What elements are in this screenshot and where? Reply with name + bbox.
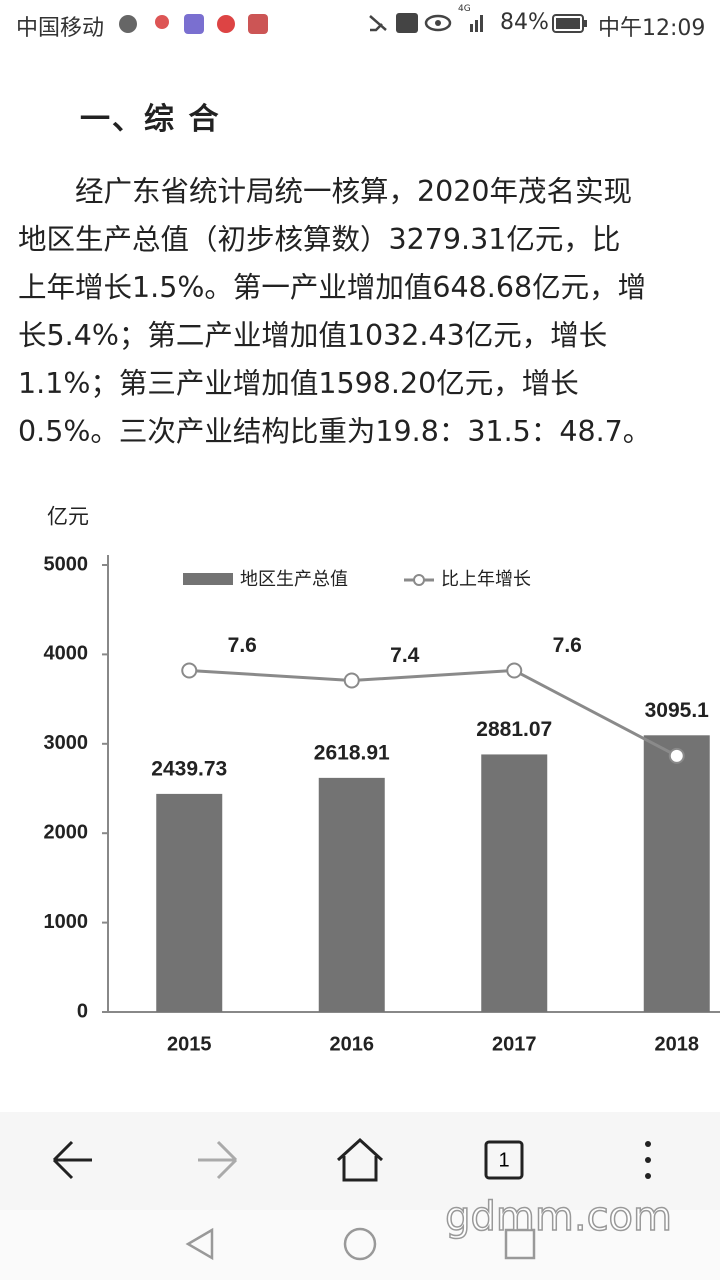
line-marker — [181, 662, 198, 679]
bar — [481, 754, 548, 1012]
forward-button[interactable] — [198, 1140, 238, 1180]
line — [189, 668, 678, 758]
y-tick-label: 4000 — [44, 643, 89, 665]
bar-value-label: 2881.07 — [476, 718, 552, 741]
line-value-label: 7.6 — [228, 634, 257, 657]
back-button[interactable] — [52, 1140, 92, 1180]
watermark: gdmm.com — [444, 1193, 672, 1241]
bar — [156, 793, 223, 1012]
battery-level: 84% — [500, 10, 549, 35]
line-marker — [343, 672, 360, 689]
section-heading: 一、综 合 — [80, 102, 221, 137]
browser-toolbar: 1 — [0, 1112, 720, 1210]
bar-value-label: 2439.73 — [151, 757, 227, 780]
paragraph-line: 地区生产总值（初步核算数）3279.31亿元，比 — [18, 223, 621, 256]
system-nav-bar — [0, 1210, 720, 1280]
network-type: 4G — [458, 4, 471, 14]
legend-label: 比上年增长 — [441, 569, 531, 589]
menu-button[interactable] — [645, 1141, 651, 1179]
notification-icons — [119, 14, 268, 34]
home-button[interactable] — [336, 1137, 384, 1182]
nav-recent[interactable] — [504, 1228, 536, 1260]
legend-label: 地区生产总值 — [240, 569, 348, 589]
y-tick-label: 1000 — [44, 911, 89, 933]
paragraph-line: 长5.4%；第二产业增加值1032.43亿元，增长 — [18, 319, 608, 352]
paragraph-line: 上年增长1.5%。第一产业增加值648.68亿元，增 — [18, 271, 647, 304]
tab-count: 1 — [498, 1149, 509, 1171]
y-tick-label: 2000 — [44, 821, 89, 843]
bar — [643, 735, 710, 1012]
y-axis-label: 亿元 — [47, 506, 89, 529]
bar — [318, 777, 385, 1012]
x-tick-label: 2016 — [330, 1033, 375, 1055]
paragraph-line: 1.1%；第三产业增加值1598.20亿元，增长 — [18, 367, 579, 400]
carrier: 中国移动 — [16, 16, 105, 41]
bar-value-label: 2618.91 — [314, 741, 390, 764]
clock: 中午12:09 — [598, 16, 706, 41]
tabs-button[interactable]: 1 — [484, 1140, 524, 1180]
y-tick-label: 3000 — [44, 732, 89, 754]
bar-value-label: 3095.1 — [645, 699, 710, 722]
y-tick-label: 0 — [77, 1000, 88, 1022]
battery-icon — [552, 14, 587, 33]
paragraph-line: 经广东省统计局统一核算，2020年茂名实现 — [18, 175, 633, 208]
nav-icons — [185, 1227, 536, 1261]
article-paragraph: 经广东省统计局统一核算，2020年茂名实现 地区生产总值（初步核算数）3279.3… — [18, 168, 651, 456]
y-tick-label: 5000 — [44, 553, 89, 575]
line-marker — [668, 747, 685, 764]
status-bar: 中国移动 4G 84% 中午12:09 — [0, 0, 720, 46]
chart: 亿元 0 1000 2000 3000 4000 5000 2015 2016 2017 2018… — [44, 506, 720, 1055]
paragraph-line: 0.5%。三次产业结构比重为19.8：31.5：48.7。 — [18, 415, 652, 448]
x-tick-label: 2015 — [167, 1033, 212, 1055]
nav-home[interactable] — [343, 1227, 377, 1261]
line-value-label: 7.4 — [390, 644, 420, 667]
nav-back[interactable] — [185, 1227, 214, 1261]
toolbar-icons: 1 — [52, 1137, 651, 1182]
legend-swatch — [183, 573, 233, 585]
line-value-label: 7.6 — [553, 634, 582, 657]
x-tick-label: 2018 — [655, 1033, 700, 1055]
x-tick-label: 2017 — [492, 1033, 537, 1055]
legend-marker — [413, 574, 425, 586]
line-marker — [506, 662, 523, 679]
system-icons — [369, 13, 483, 33]
